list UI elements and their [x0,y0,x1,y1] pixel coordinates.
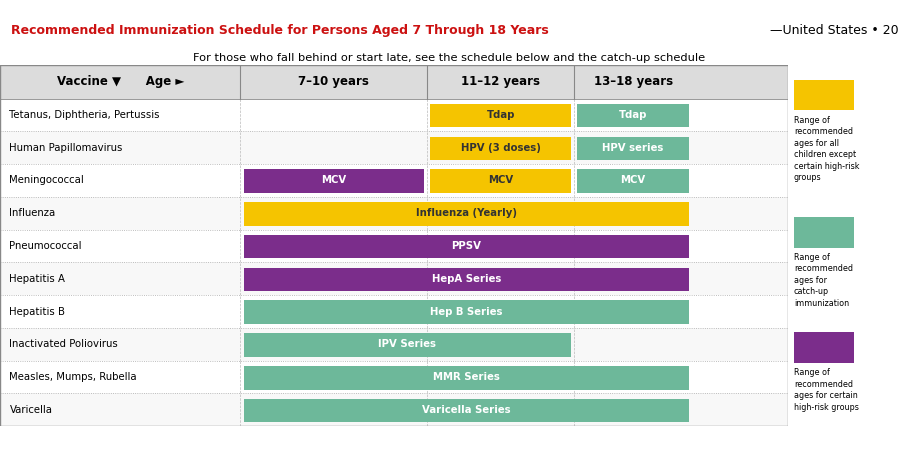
Text: MMR Series: MMR Series [433,372,500,382]
Text: 11–12 years: 11–12 years [462,75,541,88]
Text: 13–18 years: 13–18 years [594,75,673,88]
Text: MCV: MCV [321,175,347,185]
Bar [0,131,788,164]
Bar [243,366,689,390]
Bar [0,197,788,230]
Bar [0,295,788,328]
Bar [794,332,854,363]
Text: Hepatitis A: Hepatitis A [10,274,66,284]
Bar [0,164,788,197]
Bar [430,137,571,160]
Text: Tdap: Tdap [487,110,515,120]
Text: Influenza (Yearly): Influenza (Yearly) [416,208,517,218]
Text: Varicella: Varicella [10,405,52,415]
Bar [0,99,788,131]
Text: Medscape: Medscape [11,8,104,26]
Bar [577,104,689,128]
Bar [430,170,571,193]
Text: —United States • 2010: —United States • 2010 [770,23,898,37]
Bar [577,170,689,193]
Text: Tetanus, Diphtheria, Pertussis: Tetanus, Diphtheria, Pertussis [10,110,160,120]
Bar [243,170,424,193]
Bar [430,104,571,128]
Text: Hep B Series: Hep B Series [430,307,503,317]
Text: Human Papillomavirus: Human Papillomavirus [10,143,123,153]
Text: MCV: MCV [621,175,646,185]
Text: Influenza: Influenza [10,208,56,218]
Text: HPV series: HPV series [603,143,664,153]
Text: Measles, Mumps, Rubella: Measles, Mumps, Rubella [10,372,137,382]
Text: Recommended Immunization Schedule for Persons Aged 7 Through 18 Years: Recommended Immunization Schedule for Pe… [11,23,549,37]
Bar [243,202,689,226]
Bar [243,267,689,291]
Bar [577,137,689,160]
Text: For those who fall behind or start late, see the schedule below and the catch-up: For those who fall behind or start late,… [193,53,705,63]
Text: Range of
recommended
ages for
catch-up
immunization: Range of recommended ages for catch-up i… [794,253,853,308]
Text: Range of
recommended
ages for all
children except
certain high-risk
groups: Range of recommended ages for all childr… [794,116,859,182]
Bar [243,235,689,258]
Bar [243,300,689,324]
Text: IPV Series: IPV Series [378,339,436,349]
Bar [0,65,788,99]
Bar [243,333,571,357]
Bar [794,217,854,248]
Text: 7–10 years: 7–10 years [298,75,369,88]
Bar [0,328,788,361]
Text: Varicella Series: Varicella Series [422,405,511,415]
Text: Inactivated Poliovirus: Inactivated Poliovirus [10,339,119,349]
Text: Tdap: Tdap [619,110,647,120]
Text: Hepatitis B: Hepatitis B [10,307,66,317]
Bar [243,399,689,422]
Bar [0,393,788,426]
Bar [0,361,788,393]
Bar [0,262,788,295]
Text: Source: American College of Nurse Practitioners © 2010 Elsevier Inc.: Source: American College of Nurse Practi… [551,433,889,444]
Bar [794,80,854,110]
Text: HPV (3 doses): HPV (3 doses) [461,143,541,153]
Text: HepA Series: HepA Series [432,274,501,284]
Text: MCV: MCV [488,175,514,185]
Text: Range of
recommended
ages for certain
high-risk groups: Range of recommended ages for certain hi… [794,368,858,412]
Text: PPSV: PPSV [452,241,481,251]
Text: Meningococcal: Meningococcal [10,175,84,185]
Bar [0,230,788,262]
Text: Pneumococcal: Pneumococcal [10,241,82,251]
Text: Vaccine ▼      Age ►: Vaccine ▼ Age ► [57,75,184,88]
